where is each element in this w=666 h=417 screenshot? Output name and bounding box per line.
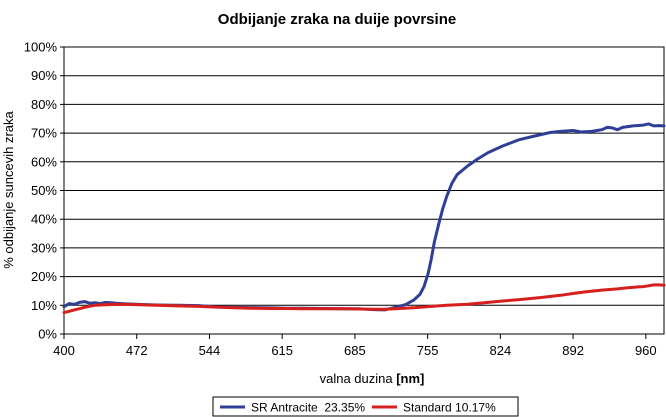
x-tick-label: 824 xyxy=(490,343,512,358)
x-tick-label: 685 xyxy=(344,343,366,358)
x-axis-label: valna duzina [nm] xyxy=(320,371,425,386)
x-tick-label: 892 xyxy=(562,343,584,358)
x-tick-label: 960 xyxy=(635,343,657,358)
x-tick-label: 615 xyxy=(271,343,293,358)
y-tick-label: 80% xyxy=(31,97,57,112)
y-tick-label: 70% xyxy=(31,126,57,141)
series-line-standard xyxy=(62,283,666,314)
x-tick-label: 472 xyxy=(126,343,148,358)
x-axis-label-text: valna duzina xyxy=(320,371,394,386)
x-tick-label: 400 xyxy=(53,343,75,358)
y-tick-label: 60% xyxy=(31,154,57,169)
y-tick-label: 0% xyxy=(38,327,57,342)
y-axis-label: % odbijanje suncevih zraka xyxy=(1,110,16,268)
y-tick-label: 100% xyxy=(24,40,58,55)
x-tick-label: 755 xyxy=(417,343,439,358)
legend-label-sr-antracite: SR Antracite 23.35% xyxy=(251,401,365,415)
legend-label-standard: Standard 10.17% xyxy=(403,401,496,415)
legend: SR Antracite 23.35% Standard 10.17% xyxy=(212,396,519,417)
y-tick-label: 40% xyxy=(31,212,57,227)
y-tick-label: 90% xyxy=(31,68,57,83)
legend-box xyxy=(212,396,519,417)
series-lines xyxy=(62,122,666,314)
y-tick-label: 50% xyxy=(31,183,57,198)
x-axis-label-unit: [nm] xyxy=(396,371,424,386)
chart-title: Odbijanje zraka na duije povrsine xyxy=(218,11,456,28)
x-axis-ticks: 400 472 544 615 685 755 824 892 960 xyxy=(53,334,657,358)
x-tick-label: 544 xyxy=(199,343,221,358)
y-tick-label: 10% xyxy=(31,298,57,313)
y-tick-label: 20% xyxy=(31,269,57,284)
y-tick-label: 30% xyxy=(31,240,57,255)
y-axis-ticks: 0% 10% 20% 30% 40% 50% 60% 70% 80% 90% 100% xyxy=(24,40,64,342)
